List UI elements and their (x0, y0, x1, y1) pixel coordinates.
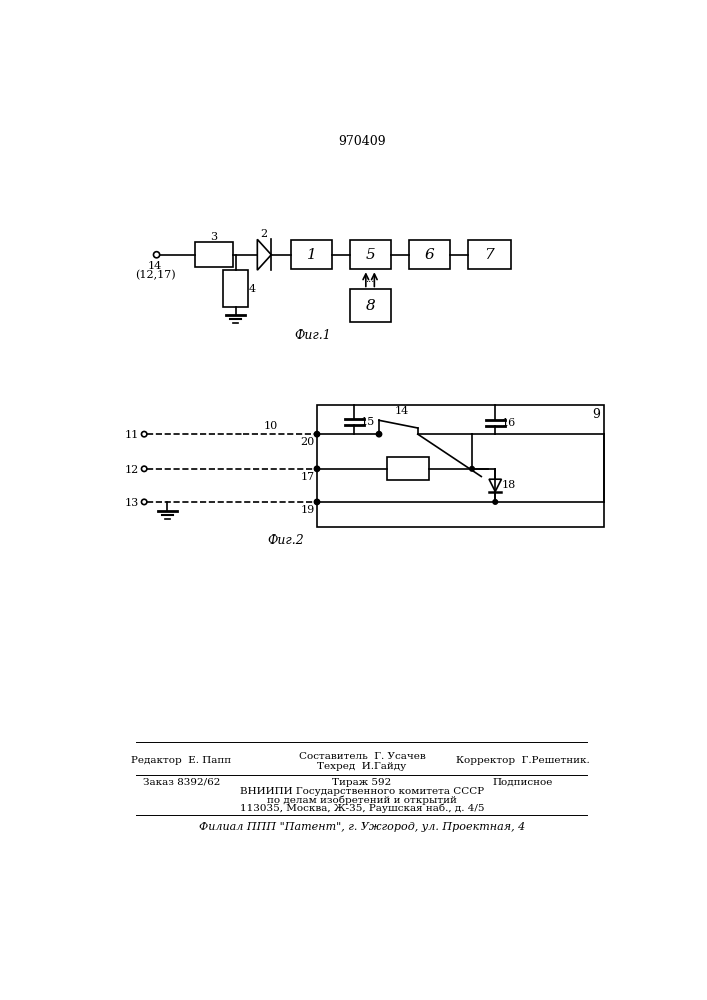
Text: 3: 3 (211, 232, 218, 242)
Circle shape (315, 466, 320, 472)
Text: Корректор  Г.Решетник.: Корректор Г.Решетник. (455, 756, 589, 765)
Text: Фиг.1: Фиг.1 (295, 329, 332, 342)
Text: 970409: 970409 (338, 135, 386, 148)
Text: 14: 14 (148, 261, 162, 271)
Circle shape (493, 500, 498, 504)
Text: Фиг.2: Фиг.2 (268, 534, 305, 547)
Text: ВНИИПИ Государственного комитета СССР: ВНИИПИ Государственного комитета СССР (240, 787, 484, 796)
Text: Тираж 592: Тираж 592 (332, 778, 392, 787)
Text: 13: 13 (124, 498, 139, 508)
Text: 6: 6 (424, 248, 434, 262)
Circle shape (469, 466, 474, 471)
Bar (195, 242, 233, 267)
Text: Подписное: Подписное (492, 778, 553, 787)
Text: 14: 14 (395, 406, 409, 416)
Text: (12,17): (12,17) (135, 270, 175, 280)
Bar (351, 289, 391, 322)
Text: по делам изобретений и открытий: по делам изобретений и открытий (267, 795, 457, 805)
Bar (468, 240, 510, 269)
Text: 20: 20 (300, 437, 315, 447)
Polygon shape (489, 479, 501, 492)
Text: Составитель  Г. Усачев: Составитель Г. Усачев (298, 752, 426, 761)
Text: 19: 19 (300, 505, 315, 515)
Text: 4: 4 (249, 284, 256, 294)
Text: 113035, Москва, Ж-35, Раушская наб., д. 4/5: 113035, Москва, Ж-35, Раушская наб., д. … (240, 804, 484, 813)
Text: ...: ... (366, 275, 375, 284)
Text: Техред  И.Гайду: Техред И.Гайду (317, 762, 407, 771)
Text: 9: 9 (592, 408, 600, 421)
Text: 15: 15 (361, 417, 375, 427)
Text: Филиал ППП "Патент", г. Ужгород, ул. Проектная, 4: Филиал ППП "Патент", г. Ужгород, ул. Про… (199, 822, 525, 832)
Text: 8: 8 (366, 299, 375, 313)
Text: 16: 16 (502, 418, 516, 428)
Bar (387, 457, 429, 480)
Bar (351, 240, 391, 269)
Text: Редактор  Е. Папп: Редактор Е. Папп (132, 756, 231, 765)
Bar (317, 405, 604, 527)
Text: 18: 18 (502, 480, 516, 490)
Circle shape (315, 499, 320, 505)
Bar (291, 240, 332, 269)
Circle shape (315, 431, 320, 437)
Text: 2: 2 (261, 229, 268, 239)
Text: 17: 17 (300, 472, 315, 482)
Circle shape (376, 431, 382, 437)
Text: 10: 10 (264, 421, 278, 431)
Text: 7: 7 (484, 248, 494, 262)
Bar (223, 270, 248, 307)
Bar (409, 240, 450, 269)
Text: 1: 1 (307, 248, 317, 262)
Text: Заказ 8392/62: Заказ 8392/62 (143, 778, 220, 787)
Text: 11: 11 (124, 430, 139, 440)
Polygon shape (257, 239, 271, 270)
Text: 12: 12 (124, 465, 139, 475)
Text: 5: 5 (366, 248, 375, 262)
